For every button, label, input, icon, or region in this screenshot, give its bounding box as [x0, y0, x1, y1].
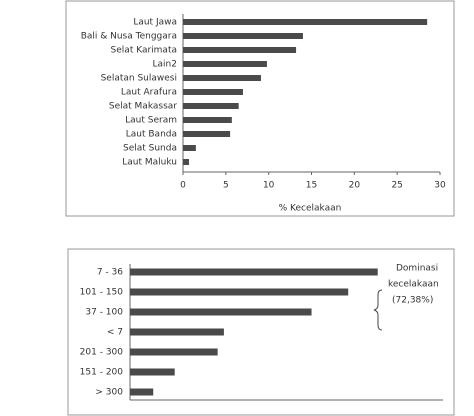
bar [130, 328, 224, 336]
bar [130, 368, 175, 376]
x-tick-label: 5 [223, 181, 229, 191]
bar [183, 47, 297, 53]
y-tick-label: < 7 [107, 328, 123, 338]
annotation: Dominasi [396, 264, 438, 274]
y-tick-label: Selat Sunda [123, 144, 177, 154]
bar [130, 308, 312, 316]
y-tick-label: Laut Seram [125, 116, 177, 126]
bar [183, 159, 189, 165]
y-tick-label: > 300 [95, 388, 123, 398]
y-tick-label: Selat Makassar [109, 102, 177, 112]
y-tick-label: 101 - 150 [80, 288, 124, 298]
y-tick-label: Laut Banda [126, 130, 177, 140]
annotation: (72,38%) [392, 296, 433, 306]
bar [183, 61, 267, 67]
x-tick-label: 15 [306, 181, 317, 191]
x-axis-label: % Kecelakaan [279, 204, 342, 214]
x-tick-label: 30 [434, 181, 446, 191]
annotation-brace [373, 289, 383, 331]
x-tick-label: 20 [349, 181, 361, 191]
bar [130, 288, 349, 296]
y-tick-label: 7 - 36 [97, 268, 123, 278]
bar [183, 103, 239, 109]
y-tick-label: 151 - 200 [80, 368, 124, 378]
bar [130, 268, 378, 276]
y-tick-label: 37 - 100 [85, 308, 123, 318]
bar [183, 89, 243, 95]
chart-frame [67, 248, 455, 416]
bar [183, 145, 196, 151]
bar [183, 19, 428, 25]
bar [130, 388, 154, 396]
x-tick-label: 25 [391, 181, 402, 191]
chart-frame [65, 0, 455, 217]
y-tick-label: Bali & Nusa Tenggara [81, 32, 177, 42]
bar [183, 117, 232, 123]
y-tick-label: Lain2 [153, 60, 177, 70]
bar [130, 348, 218, 356]
y-tick-label: 201 - 300 [80, 348, 124, 358]
bar [183, 131, 231, 137]
y-tick-label: Selatan Sulawesi [101, 74, 177, 84]
y-tick-label: Selat Karimata [111, 46, 177, 56]
bar [183, 75, 261, 81]
bar [183, 33, 303, 39]
y-tick-label: Laut Maluku [122, 158, 177, 168]
x-tick-label: 0 [180, 181, 186, 191]
annotation: kecelakaan [388, 280, 439, 290]
y-tick-label: Laut Jawa [133, 18, 177, 28]
y-tick-label: Laut Arafura [121, 88, 177, 98]
x-tick-label: 10 [263, 181, 275, 191]
